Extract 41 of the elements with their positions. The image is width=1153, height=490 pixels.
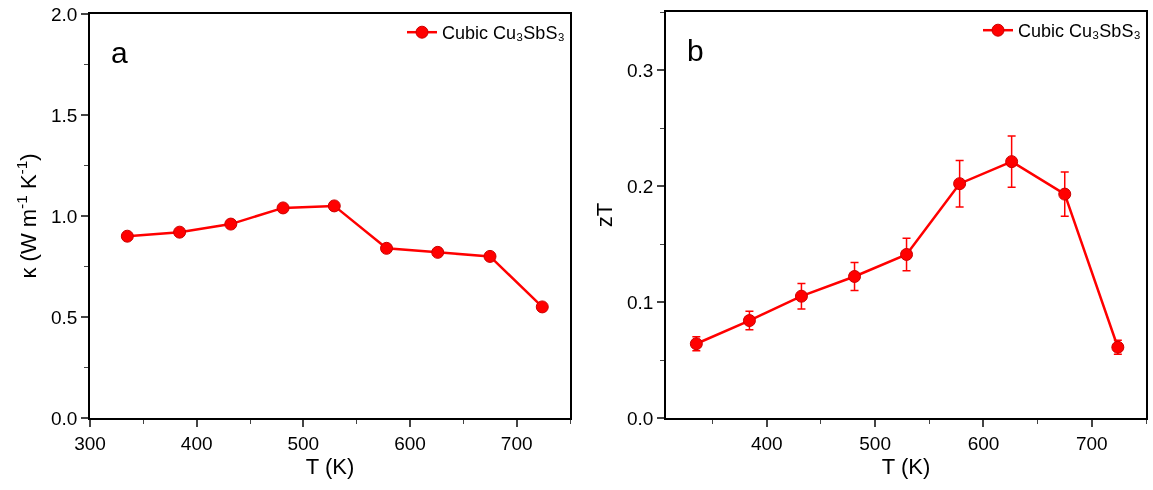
y-tick-label: 0.2 (627, 175, 654, 197)
annotation: a (111, 36, 128, 69)
y-tick-label: 0.3 (627, 59, 654, 81)
point (431, 245, 445, 259)
point (380, 241, 394, 255)
x-axis-title: T (K) (881, 453, 931, 479)
y-tick-label: 0.5 (51, 306, 78, 328)
y-tick-label: 0.0 (51, 407, 78, 429)
x-tick-label: 500 (287, 432, 320, 454)
point (900, 247, 914, 261)
x-tick-label: 500 (859, 432, 891, 454)
point (276, 201, 290, 215)
point (1058, 187, 1072, 201)
legend-label: Cubic Cu₃SbS₃ (442, 23, 565, 44)
x-tick-label: 400 (750, 432, 783, 454)
x-axis-title: T (K) (305, 453, 355, 479)
point (224, 217, 238, 231)
y-tick-label: 1.0 (51, 205, 78, 227)
point (742, 314, 756, 328)
point (953, 177, 967, 191)
point (848, 269, 862, 283)
x-tick-label: 400 (180, 432, 213, 454)
x-tick-label: 600 (394, 432, 426, 454)
point (483, 249, 497, 263)
annotation: b (687, 34, 704, 67)
x-tick-label: 300 (74, 432, 106, 454)
point (173, 225, 187, 239)
point (794, 289, 808, 303)
y-tick-label: 1.5 (51, 104, 78, 126)
y-tick-label: 2.0 (51, 3, 78, 25)
point (535, 300, 549, 314)
legend-label: Cubic Cu₃SbS₃ (1018, 21, 1141, 42)
x-tick-label: 700 (1075, 432, 1108, 454)
x-tick-label: 700 (500, 432, 533, 454)
x-tick-label: 600 (967, 432, 1000, 454)
point (327, 199, 341, 213)
point (120, 229, 134, 243)
point (1005, 155, 1019, 169)
y-tick-label: 0.0 (627, 407, 654, 429)
y-tick-label: 0.1 (627, 291, 654, 313)
y-axis-title: zT (592, 202, 618, 228)
